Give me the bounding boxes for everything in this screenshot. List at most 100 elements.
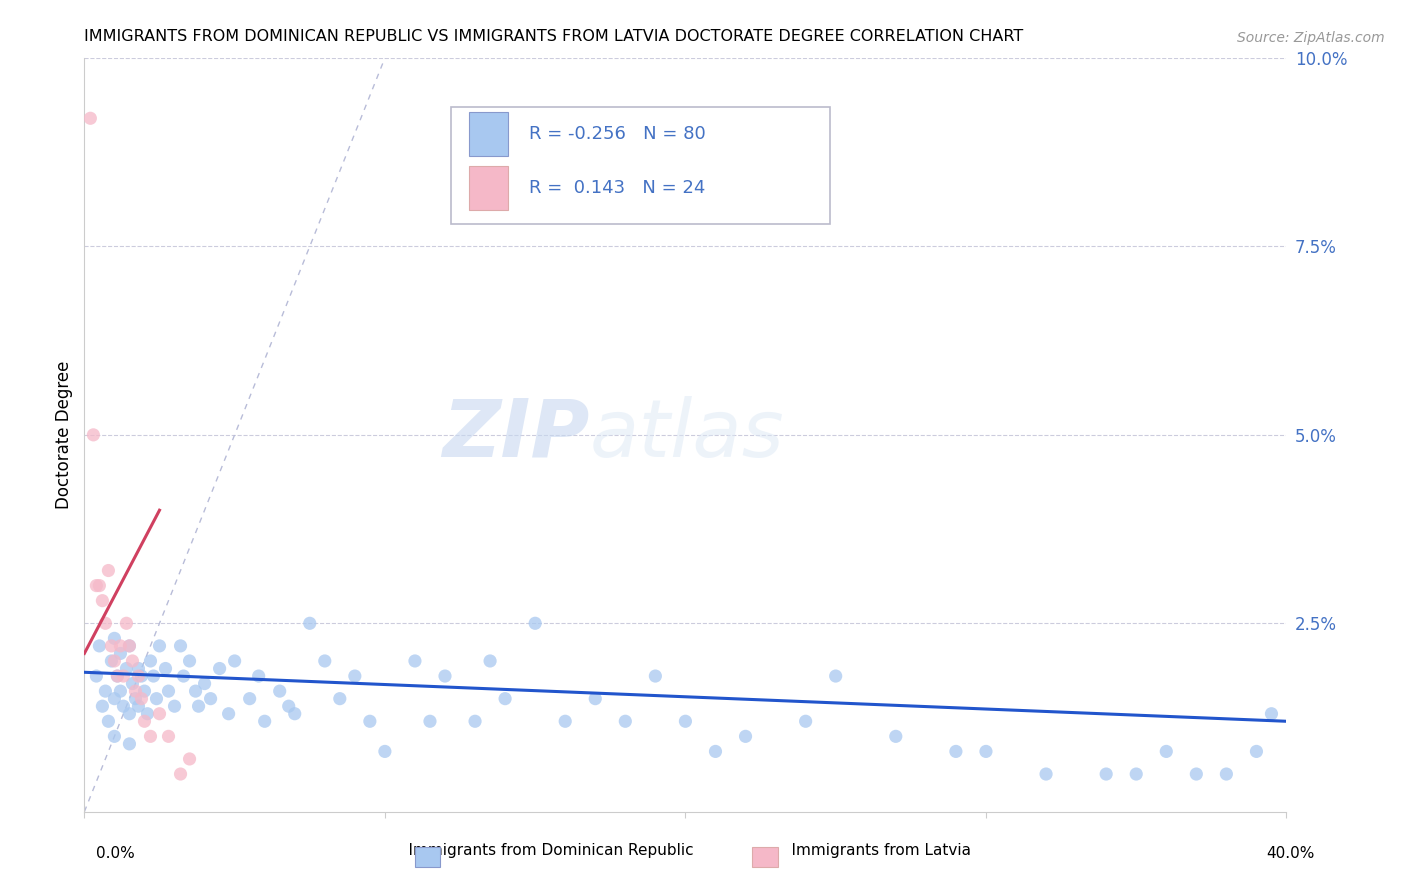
Point <box>118 639 141 653</box>
Point <box>824 669 846 683</box>
Point <box>1260 706 1282 721</box>
Point <box>118 737 141 751</box>
Point <box>127 661 149 675</box>
Point <box>103 632 125 646</box>
Point <box>142 669 165 683</box>
Point <box>224 654 246 668</box>
Point <box>675 714 697 729</box>
Point <box>107 669 129 683</box>
Point <box>464 714 486 729</box>
Point <box>118 706 141 721</box>
FancyBboxPatch shape <box>470 112 508 156</box>
Point <box>115 661 138 675</box>
Point <box>704 744 727 758</box>
Text: IMMIGRANTS FROM DOMINICAN REPUBLIC VS IMMIGRANTS FROM LATVIA DOCTORATE DEGREE CO: IMMIGRANTS FROM DOMINICAN REPUBLIC VS IM… <box>84 29 1024 45</box>
Point <box>343 669 366 683</box>
Point <box>1095 767 1118 781</box>
Point <box>103 730 125 744</box>
Point <box>179 654 201 668</box>
Point <box>169 767 191 781</box>
Point <box>298 616 321 631</box>
Point <box>121 654 143 668</box>
Point <box>239 691 262 706</box>
Point <box>583 691 606 706</box>
Point <box>184 684 207 698</box>
Point <box>734 730 756 744</box>
Point <box>419 714 441 729</box>
Point <box>112 699 135 714</box>
Point <box>173 669 195 683</box>
Point <box>89 578 111 592</box>
Point <box>127 699 149 714</box>
Text: Source: ZipAtlas.com: Source: ZipAtlas.com <box>1237 31 1385 45</box>
Text: 0.0%: 0.0% <box>96 846 135 861</box>
Point <box>434 669 457 683</box>
Point <box>247 669 270 683</box>
Point <box>1246 744 1268 758</box>
Point <box>1156 744 1178 758</box>
Point <box>124 684 146 698</box>
Point <box>1185 767 1208 781</box>
Point <box>269 684 291 698</box>
Point <box>124 691 146 706</box>
Point <box>253 714 276 729</box>
Point <box>86 669 108 683</box>
FancyBboxPatch shape <box>470 166 508 210</box>
Point <box>155 661 177 675</box>
Point <box>1125 767 1147 781</box>
Point <box>157 730 180 744</box>
Point <box>1035 767 1057 781</box>
Point <box>136 706 159 721</box>
Point <box>314 654 336 668</box>
Point <box>404 654 426 668</box>
Point <box>554 714 576 729</box>
Point <box>97 714 120 729</box>
Point <box>644 669 666 683</box>
Point <box>110 684 132 698</box>
Text: 40.0%: 40.0% <box>1267 846 1315 861</box>
Point <box>200 691 222 706</box>
Point <box>89 639 111 653</box>
Point <box>118 639 141 653</box>
Point <box>94 616 117 631</box>
Point <box>284 706 307 721</box>
Point <box>524 616 547 631</box>
Text: Immigrants from Latvia: Immigrants from Latvia <box>772 843 972 858</box>
Point <box>179 752 201 766</box>
Point <box>121 676 143 690</box>
Point <box>218 706 240 721</box>
Point <box>112 669 135 683</box>
Point <box>208 661 231 675</box>
Y-axis label: Doctorate Degree: Doctorate Degree <box>55 360 73 509</box>
Point <box>134 714 156 729</box>
Point <box>97 564 120 578</box>
Text: R = -0.256   N = 80: R = -0.256 N = 80 <box>529 125 706 144</box>
Point <box>103 691 125 706</box>
Point <box>110 647 132 661</box>
Point <box>157 684 180 698</box>
Point <box>494 691 516 706</box>
Point <box>134 684 156 698</box>
Text: atlas: atlas <box>589 396 785 474</box>
Point <box>359 714 381 729</box>
Point <box>139 730 162 744</box>
Point <box>794 714 817 729</box>
Point <box>187 699 209 714</box>
Point <box>169 639 191 653</box>
Point <box>91 593 114 607</box>
Point <box>82 427 104 442</box>
Point <box>131 669 153 683</box>
Point <box>139 654 162 668</box>
Text: ZIP: ZIP <box>441 396 589 474</box>
Point <box>86 578 108 592</box>
Point <box>148 706 170 721</box>
Point <box>127 669 149 683</box>
Point <box>374 744 396 758</box>
Point <box>945 744 967 758</box>
FancyBboxPatch shape <box>451 107 830 224</box>
Point <box>884 730 907 744</box>
Point <box>974 744 997 758</box>
Point <box>614 714 637 729</box>
Point <box>131 691 153 706</box>
Point <box>277 699 299 714</box>
